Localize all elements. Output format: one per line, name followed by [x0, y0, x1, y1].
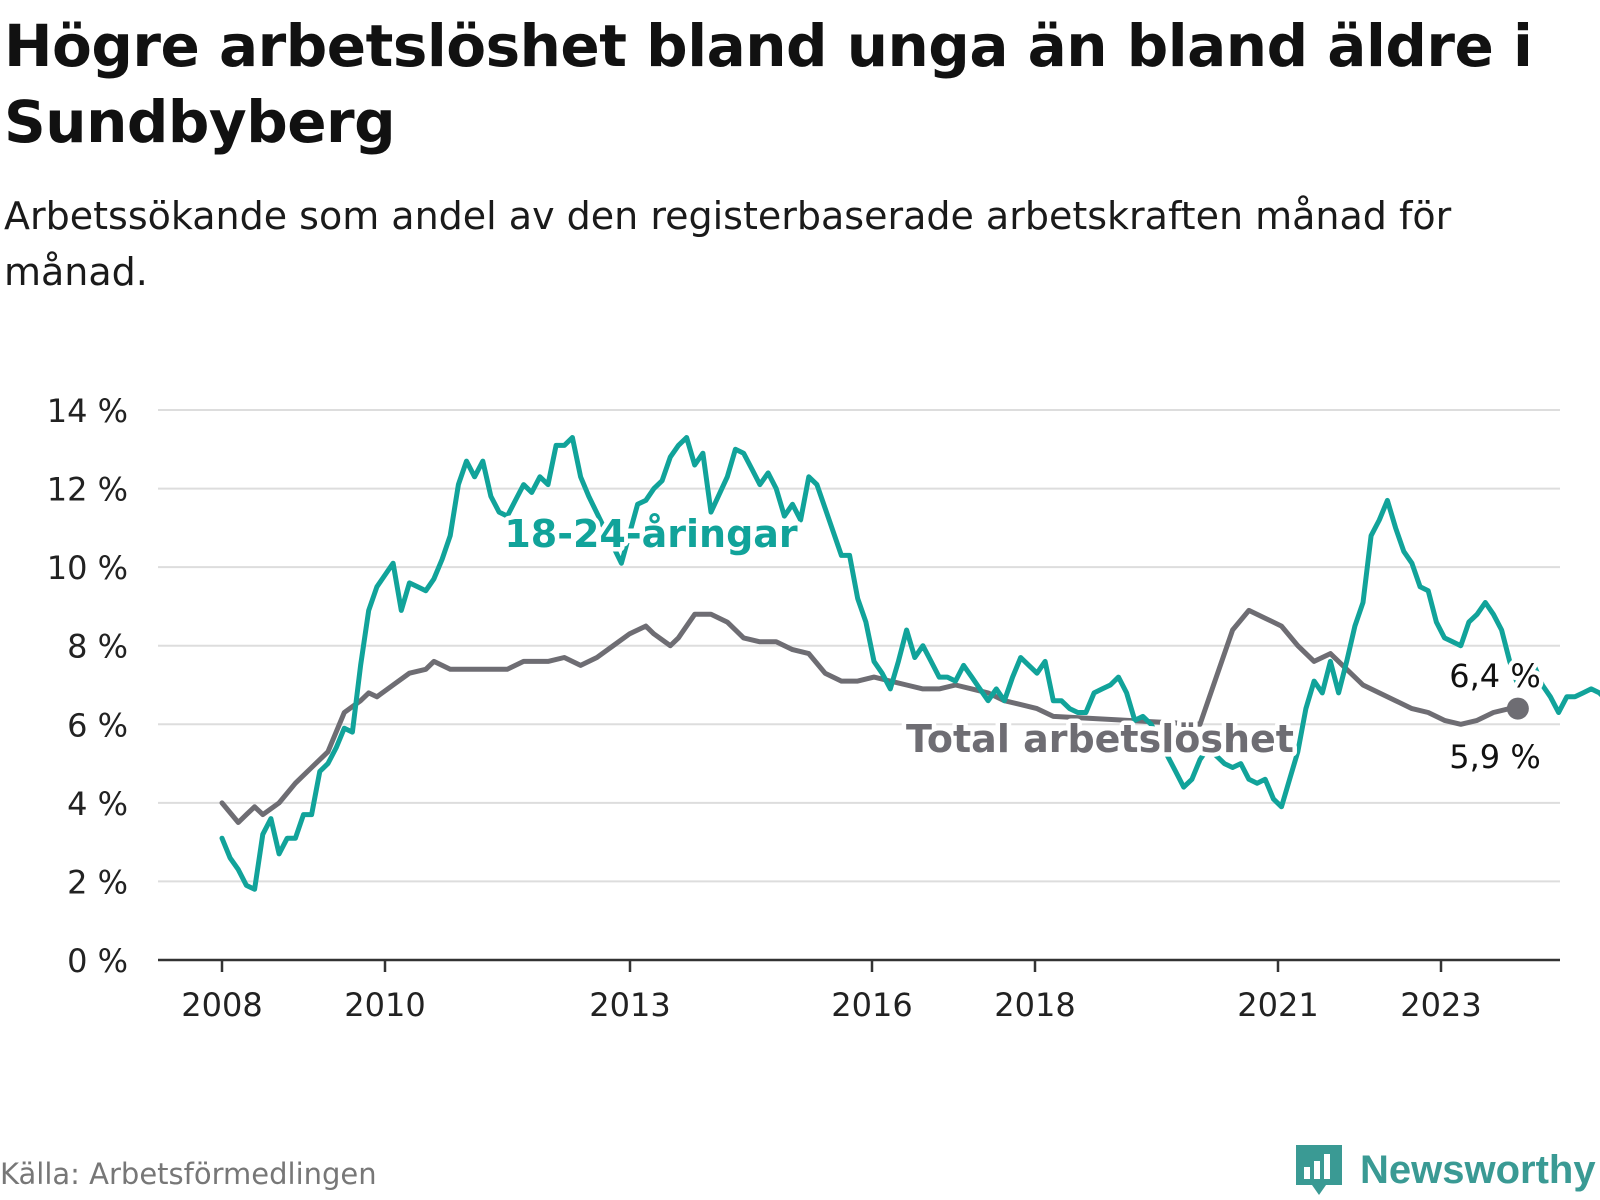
grid-lines [158, 409, 1560, 883]
end-value-label-total: 6,4 % [1449, 657, 1540, 695]
y-tick-label: 0 % [67, 942, 128, 980]
brand-logo: Newsworthy [1292, 1140, 1596, 1200]
series-label-youth: 18-24-åringar [504, 512, 798, 556]
series-lines [219, 435, 1600, 892]
line-chart: 0 % 2 % 4 % 6 % 8 % 10 % 12 % 14 % 2008 2010 2013… [47, 392, 1600, 1024]
x-tick-label: 2010 [344, 986, 425, 1024]
x-axis: 2008 2010 2013 2016 2018 2021 2023 [158, 958, 1560, 1024]
chart-title: Högre arbetslöshet bland unga än bland ä… [4, 12, 1533, 156]
y-tick-label: 10 % [47, 549, 128, 587]
y-tick-label: 14 % [47, 392, 128, 430]
series-label-total: Total arbetslöshet [906, 717, 1294, 761]
newsworthy-logo-icon [1296, 1145, 1342, 1195]
source-note: Källa: Arbetsförmedlingen [0, 1157, 377, 1191]
x-tick-label: 2013 [589, 986, 670, 1024]
x-tick-label: 2016 [831, 986, 912, 1024]
y-tick-label: 2 % [67, 863, 128, 901]
brand-name: Newsworthy [1360, 1147, 1596, 1192]
x-tick-label: 2018 [994, 986, 1075, 1024]
y-tick-label: 8 % [67, 628, 128, 666]
series-labels: 18-24-åringar Total arbetslöshet 6,4 % 5,9 … [500, 508, 1545, 781]
y-tick-label: 6 % [67, 706, 128, 744]
x-tick-label: 2023 [1400, 986, 1481, 1024]
y-tick-label: 12 % [47, 471, 128, 509]
y-axis-tick-labels: 0 % 2 % 4 % 6 % 8 % 10 % 12 % 14 % [47, 392, 128, 980]
end-value-label-youth: 5,9 % [1449, 738, 1540, 776]
series-line-total [219, 607, 1521, 825]
endpoint-marker-total [1506, 697, 1529, 720]
chart-subtitle: Arbetssökande som andel av den registerb… [4, 194, 1452, 294]
x-tick-label: 2008 [181, 986, 262, 1024]
y-tick-label: 4 % [67, 785, 128, 823]
series-line-youth [219, 435, 1600, 892]
x-tick-label: 2021 [1237, 986, 1318, 1024]
